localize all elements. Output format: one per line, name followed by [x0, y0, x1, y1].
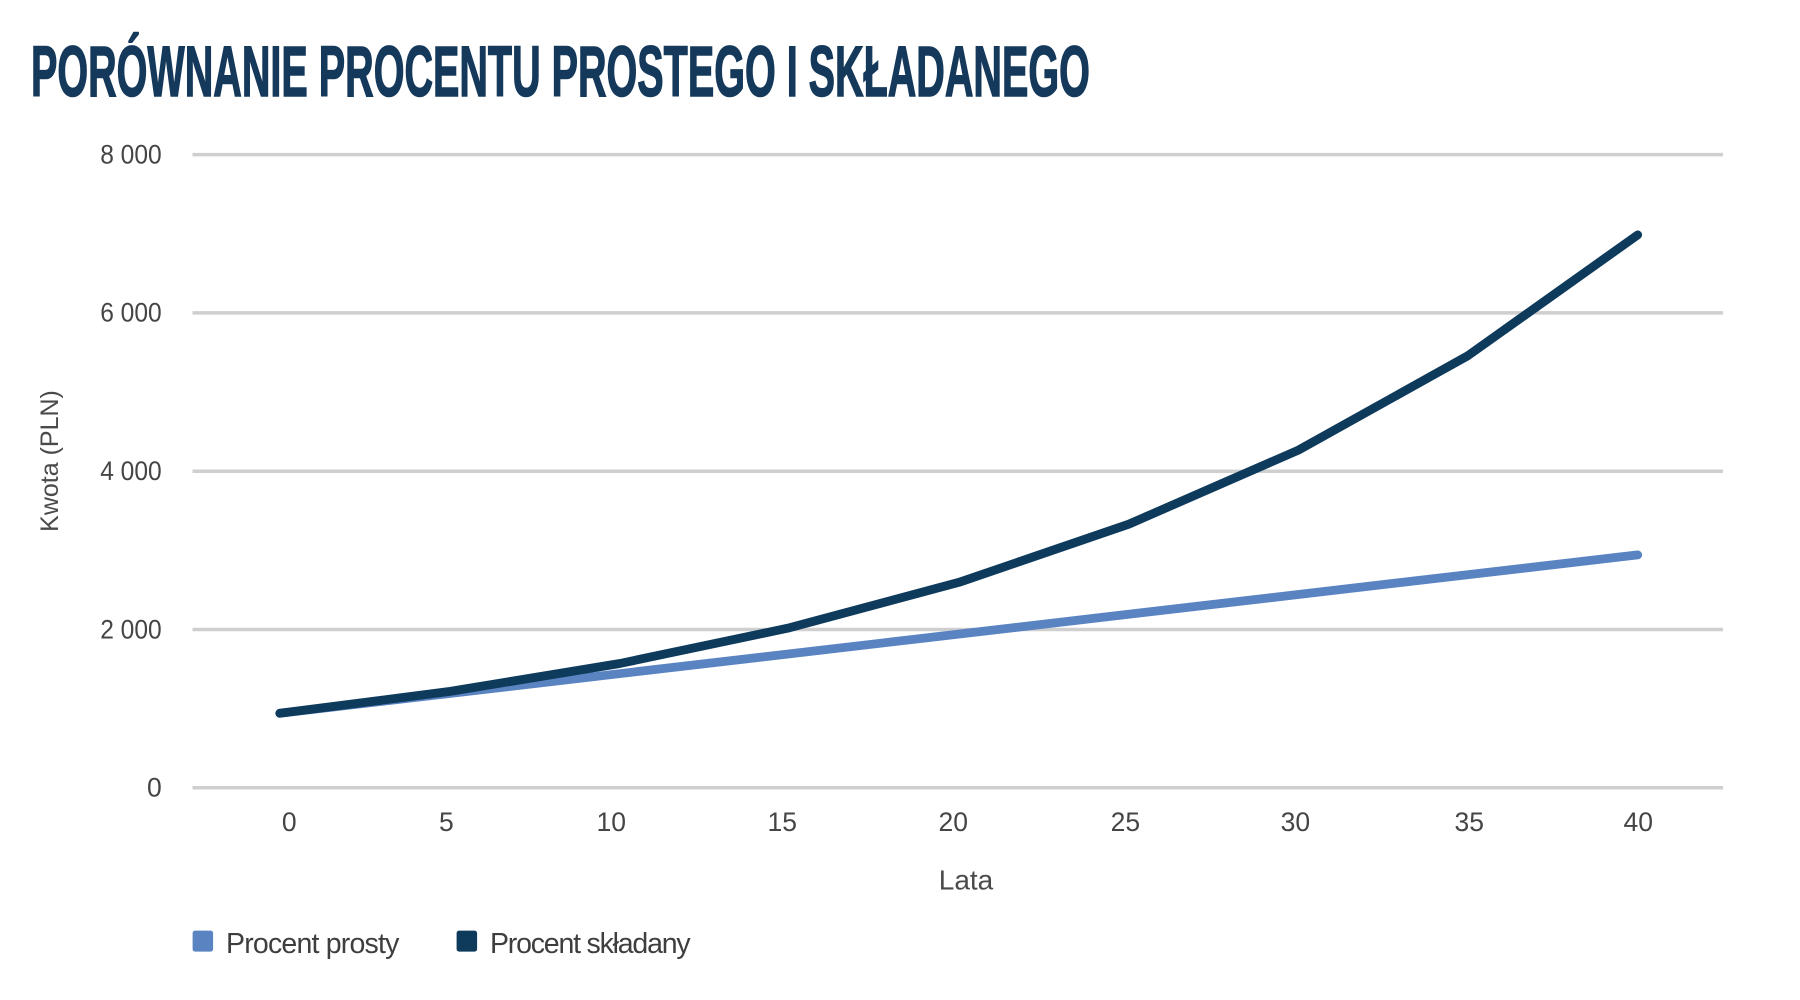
svg-text:Lata: Lata	[939, 865, 994, 896]
svg-text:Procent składany: Procent składany	[490, 928, 691, 960]
svg-text:20: 20	[938, 807, 967, 837]
svg-text:15: 15	[768, 807, 797, 837]
svg-text:10: 10	[596, 807, 625, 837]
svg-text:0: 0	[147, 773, 162, 803]
svg-text:PORÓWNANIE PROCENTU PROSTEGO I: PORÓWNANIE PROCENTU PROSTEGO I SKŁADANEG…	[31, 33, 1090, 112]
svg-text:30: 30	[1281, 807, 1310, 837]
svg-text:5: 5	[439, 807, 454, 837]
svg-text:25: 25	[1111, 807, 1140, 837]
svg-text:2 000: 2 000	[100, 614, 162, 644]
svg-text:35: 35	[1455, 807, 1484, 837]
svg-text:8 000: 8 000	[100, 139, 162, 169]
svg-text:6 000: 6 000	[100, 298, 162, 328]
svg-text:Kwota (PLN): Kwota (PLN)	[36, 390, 64, 532]
svg-text:Procent prosty: Procent prosty	[226, 928, 400, 960]
svg-text:40: 40	[1623, 807, 1652, 837]
svg-text:4 000: 4 000	[100, 456, 162, 486]
svg-text:0: 0	[282, 807, 297, 837]
